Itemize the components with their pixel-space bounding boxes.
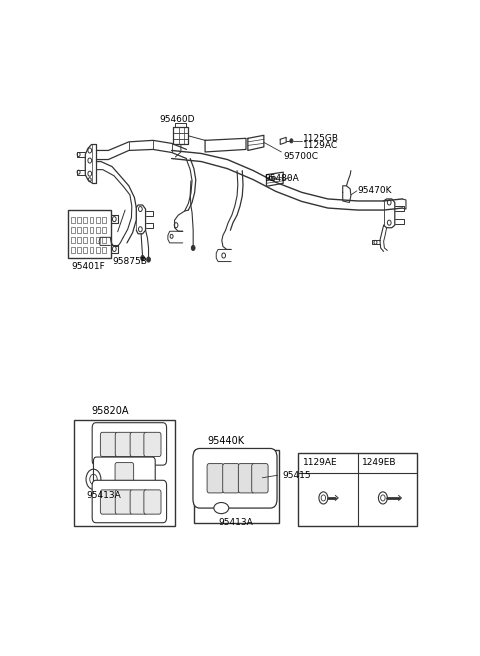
Text: 95700C: 95700C	[283, 152, 318, 161]
Bar	[96, 247, 100, 253]
Text: 95460D: 95460D	[160, 115, 195, 123]
Bar	[194, 450, 279, 523]
FancyBboxPatch shape	[130, 490, 147, 514]
Text: 95413A: 95413A	[86, 491, 121, 500]
Bar	[96, 217, 100, 223]
Bar	[84, 227, 87, 234]
Bar	[298, 453, 417, 525]
Bar	[71, 247, 74, 253]
Circle shape	[141, 255, 144, 260]
Text: 95401F: 95401F	[71, 262, 105, 271]
Text: 95480A: 95480A	[264, 174, 300, 183]
Text: 95413A: 95413A	[218, 518, 253, 527]
Bar	[71, 237, 74, 243]
Circle shape	[147, 257, 150, 262]
FancyBboxPatch shape	[130, 432, 147, 457]
Text: 1249EB: 1249EB	[362, 458, 396, 467]
Text: 95820A: 95820A	[91, 405, 128, 416]
Bar	[96, 237, 100, 243]
Text: 1129AC: 1129AC	[302, 141, 337, 150]
Bar	[102, 217, 106, 223]
Bar	[77, 247, 81, 253]
Text: 95415: 95415	[282, 471, 311, 480]
FancyBboxPatch shape	[144, 490, 161, 514]
Bar	[102, 227, 106, 234]
Circle shape	[192, 245, 195, 251]
FancyBboxPatch shape	[92, 422, 167, 465]
Bar	[77, 217, 81, 223]
FancyBboxPatch shape	[193, 449, 277, 508]
Bar	[96, 227, 100, 234]
Bar	[102, 237, 106, 243]
FancyBboxPatch shape	[239, 464, 255, 493]
FancyBboxPatch shape	[94, 457, 155, 489]
Bar	[84, 247, 87, 253]
Ellipse shape	[214, 502, 229, 514]
FancyBboxPatch shape	[92, 480, 167, 523]
FancyBboxPatch shape	[115, 432, 132, 457]
Text: 1125GB: 1125GB	[302, 134, 338, 143]
FancyBboxPatch shape	[144, 432, 161, 457]
Bar	[68, 210, 111, 258]
FancyBboxPatch shape	[252, 464, 268, 493]
Bar	[90, 227, 94, 234]
FancyBboxPatch shape	[115, 490, 132, 514]
FancyBboxPatch shape	[100, 432, 118, 457]
Bar	[84, 237, 87, 243]
Text: 95470K: 95470K	[358, 186, 392, 195]
Bar	[90, 217, 94, 223]
Circle shape	[290, 139, 293, 143]
Bar	[102, 247, 106, 253]
Bar	[84, 217, 87, 223]
Bar	[77, 227, 81, 234]
Bar	[90, 247, 94, 253]
Text: 95875B: 95875B	[113, 257, 148, 266]
Bar	[71, 227, 74, 234]
Bar	[74, 420, 175, 525]
Bar	[90, 237, 94, 243]
FancyBboxPatch shape	[223, 464, 239, 493]
FancyBboxPatch shape	[100, 490, 118, 514]
Text: 95440K: 95440K	[207, 436, 244, 446]
FancyBboxPatch shape	[115, 462, 133, 483]
Bar	[77, 237, 81, 243]
FancyBboxPatch shape	[207, 464, 224, 493]
Text: 1129AE: 1129AE	[302, 458, 337, 467]
Bar	[71, 217, 74, 223]
